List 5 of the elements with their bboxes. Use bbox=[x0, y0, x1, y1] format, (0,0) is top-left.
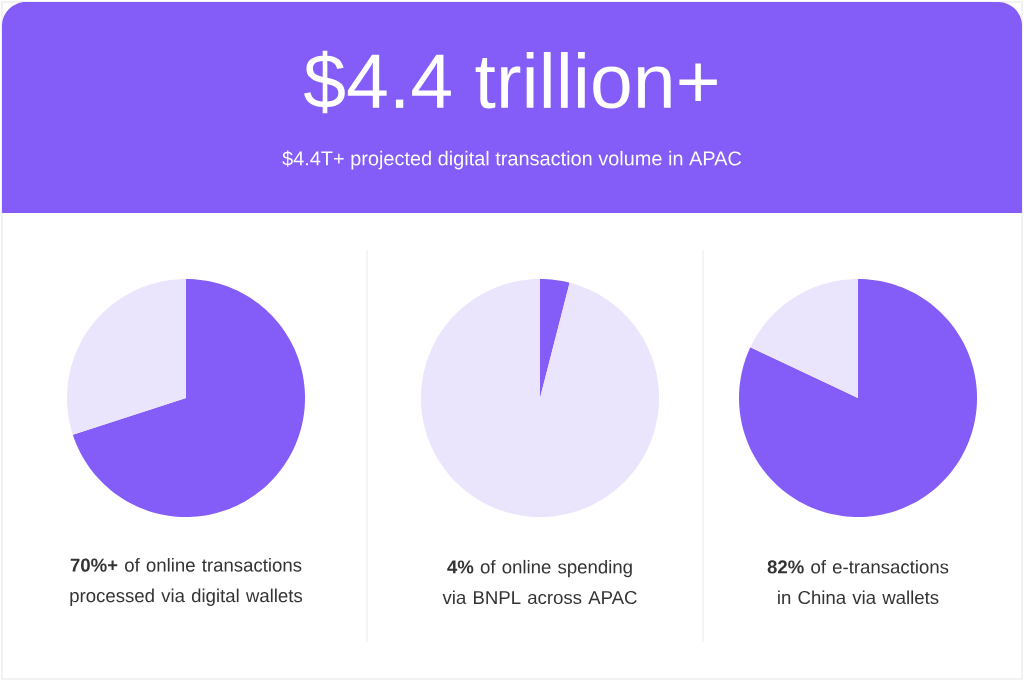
text: $4.4 trillion+ bbox=[304, 50, 717, 114]
text: 82% of e-transactions in China via wallets bbox=[767, 559, 949, 605]
text: 4% of online spending via BNPL across APAC bbox=[442, 559, 637, 605]
text: 70%+ of online transactions processed via digital wallets bbox=[70, 558, 303, 606]
text: $4.4T+ projected digital transaction volume in APAC bbox=[282, 150, 742, 170]
